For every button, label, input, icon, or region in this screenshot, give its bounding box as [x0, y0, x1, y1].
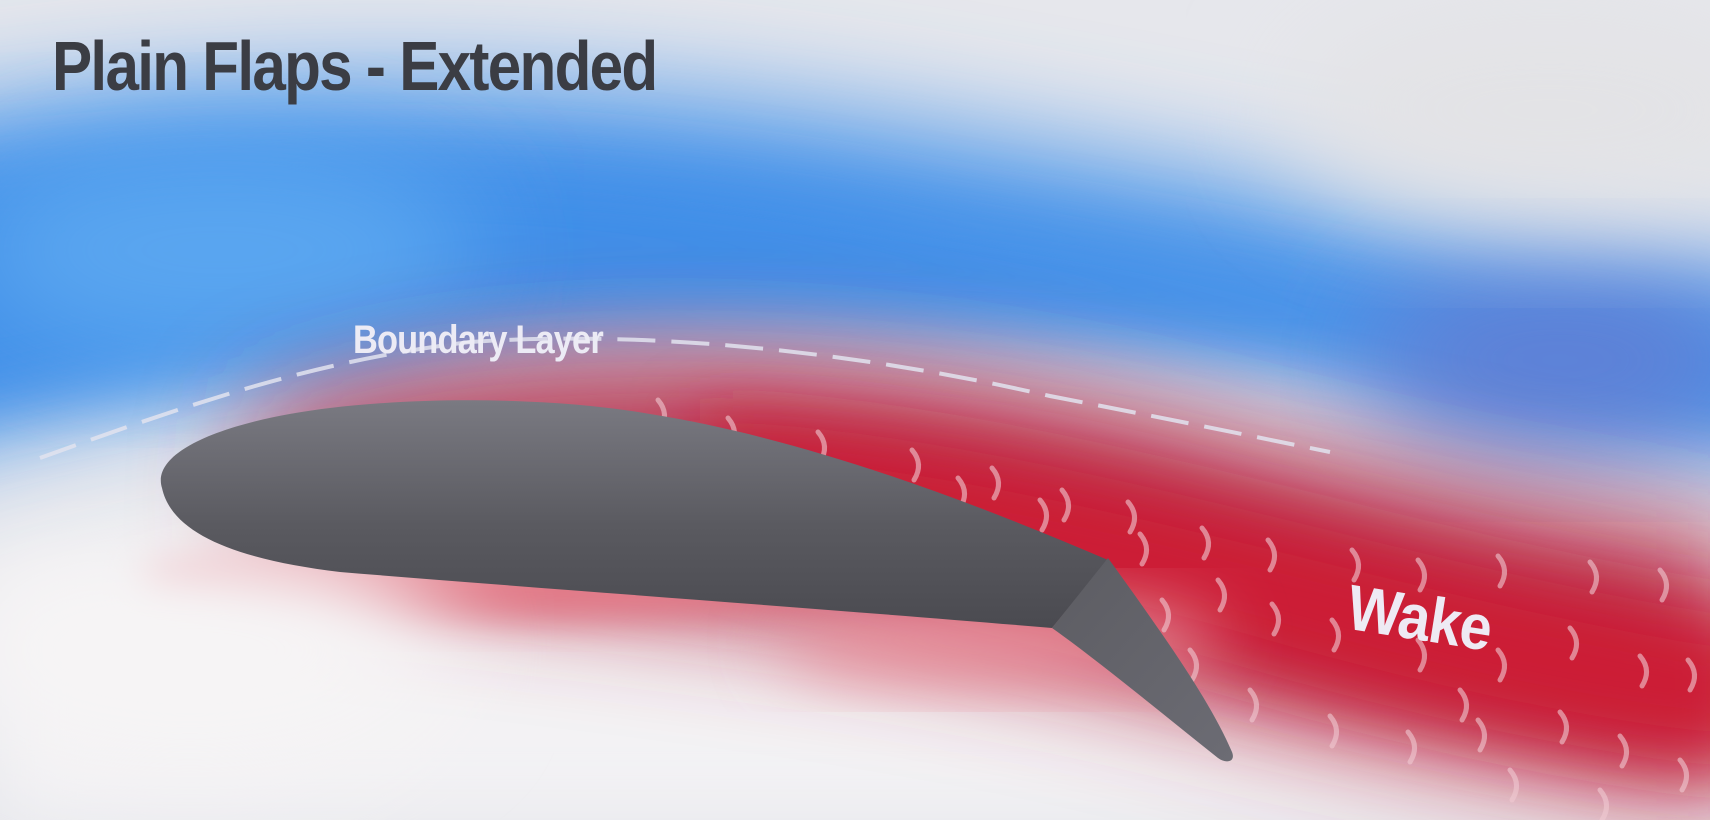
turbulence-swirl-icon — [989, 465, 1001, 501]
turbulence-swirl-icon — [1215, 577, 1227, 613]
turbulence-swirl-icon — [1587, 559, 1599, 595]
turbulence-swirl-icon — [1125, 499, 1137, 535]
turbulence-swirl-icon — [1657, 567, 1669, 603]
turbulence-swirl-icon — [1187, 647, 1199, 683]
turbulence-swirl-icon — [1247, 687, 1259, 723]
turbulence-swirl-icon — [1495, 647, 1507, 683]
turbulence-swirl-icon — [1617, 733, 1629, 769]
lower-left-haze — [0, 530, 450, 770]
turbulence-swirl-icon — [1457, 687, 1469, 723]
turbulence-swirl-icon — [1329, 617, 1341, 653]
turbulence-swirl-icon — [1199, 525, 1211, 561]
boundary-layer-label: Boundary Layer — [353, 318, 604, 362]
turbulence-swirl-icon — [909, 447, 921, 483]
turbulence-swirl-icon — [1037, 497, 1049, 533]
page-title: Plain Flaps - Extended — [52, 27, 658, 105]
turbulence-swirl-icon — [1059, 487, 1071, 523]
turbulence-swirl-icon — [1415, 637, 1427, 673]
airflow-blue-band — [0, 82, 1710, 450]
turbulence-swirl-icon — [1405, 729, 1417, 765]
turbulence-swirl-icon — [1507, 767, 1519, 803]
turbulence-swirl-icon — [1349, 547, 1361, 583]
turbulence-swirl-icon — [1495, 553, 1507, 589]
turbulence-swirl-icon — [1475, 717, 1487, 753]
flap-section — [1052, 558, 1233, 762]
turbulence-swirl-icon — [1597, 787, 1609, 820]
upper-right-haze — [1290, 0, 1710, 220]
boundary-layer-line — [39, 336, 1331, 460]
turbulence-swirl-icon — [1637, 653, 1649, 689]
turbulence-swirl-icon — [1557, 709, 1569, 745]
wing-main-section — [160, 400, 1109, 628]
turbulence-swirl-icon — [1327, 713, 1339, 749]
turbulence-swirl-icon — [1685, 657, 1697, 693]
turbulence-swirl-icon — [1677, 757, 1689, 793]
turbulence-swirl-icon — [1269, 601, 1281, 637]
airfoil — [160, 400, 1233, 762]
turbulence-swirl-icon — [1415, 557, 1427, 593]
turbulence-swirl-icon — [1159, 597, 1171, 633]
turbulence-swirl-icon — [1265, 537, 1277, 573]
turbulence-swirl-icon — [1137, 531, 1149, 567]
turbulence-swirl-icon — [1567, 625, 1579, 661]
